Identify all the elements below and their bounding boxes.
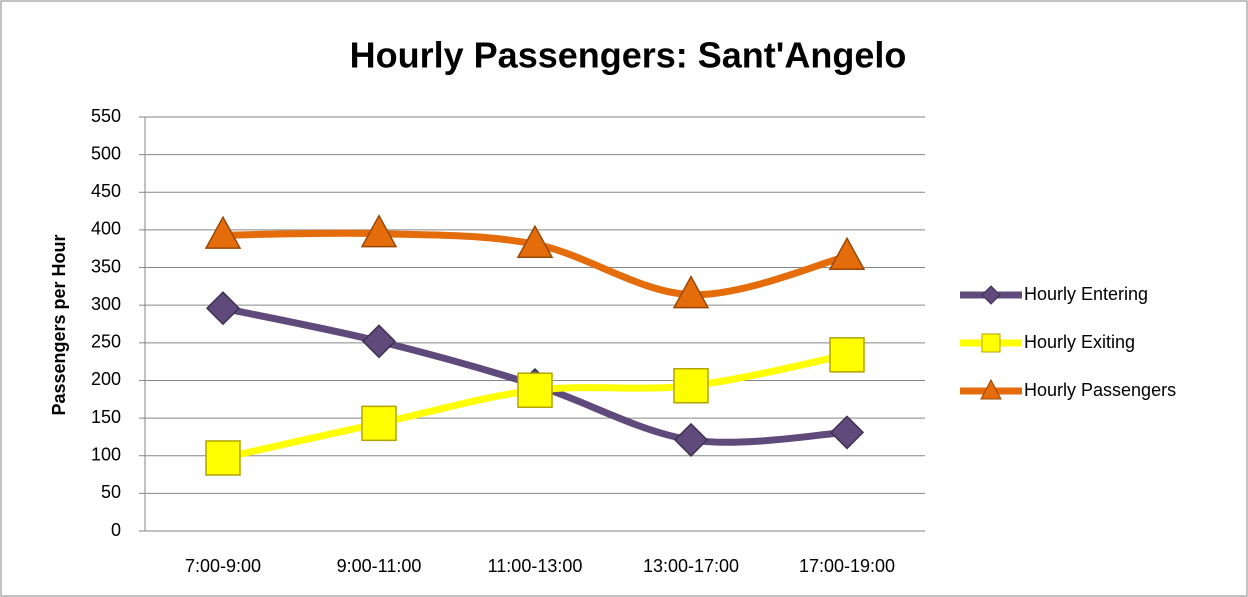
y-tick-label: 150 xyxy=(91,407,121,427)
legend-label: Hourly Exiting xyxy=(1024,332,1135,352)
y-tick-label: 350 xyxy=(91,256,121,276)
data-point xyxy=(829,415,865,450)
x-tick-label: 11:00-13:00 xyxy=(488,556,583,576)
y-tick-label: 200 xyxy=(91,369,121,389)
legend-label: Hourly Passengers xyxy=(1024,380,1176,400)
data-point xyxy=(360,214,398,248)
data-point xyxy=(829,337,865,373)
y-axis-label: Passengers per Hour xyxy=(49,234,69,415)
data-point xyxy=(673,367,709,404)
data-point xyxy=(516,224,554,258)
data-point xyxy=(361,324,397,359)
x-tick-label: 13:00-17:00 xyxy=(643,556,739,576)
data-point xyxy=(672,275,710,309)
data-point xyxy=(517,372,553,408)
legend-label: Hourly Entering xyxy=(1024,284,1148,304)
y-tick-label: 0 xyxy=(111,520,121,540)
y-tick-label: 50 xyxy=(101,482,121,502)
y-tick-label: 250 xyxy=(91,332,121,352)
y-tick-label: 400 xyxy=(91,219,121,239)
data-point xyxy=(204,215,242,249)
y-tick-label: 500 xyxy=(91,143,121,163)
y-tick-label: 100 xyxy=(91,444,121,464)
legend-marker xyxy=(981,333,1001,353)
y-tick-label: 300 xyxy=(91,294,121,314)
x-tick-label: 17:00-19:00 xyxy=(799,556,895,576)
data-point xyxy=(205,440,241,476)
legend-marker xyxy=(980,378,1002,400)
x-tick-label: 7:00-9:00 xyxy=(185,556,261,576)
y-tick-label: 450 xyxy=(91,181,121,201)
chart-title: Hourly Passengers: Sant'Angelo xyxy=(350,35,907,76)
legend-marker xyxy=(981,285,1001,305)
y-tick-label: 550 xyxy=(91,106,121,126)
data-point xyxy=(361,405,397,442)
x-tick-label: 9:00-11:00 xyxy=(337,556,422,576)
data-point xyxy=(205,291,241,326)
data-point xyxy=(673,422,709,457)
data-point xyxy=(828,236,866,271)
